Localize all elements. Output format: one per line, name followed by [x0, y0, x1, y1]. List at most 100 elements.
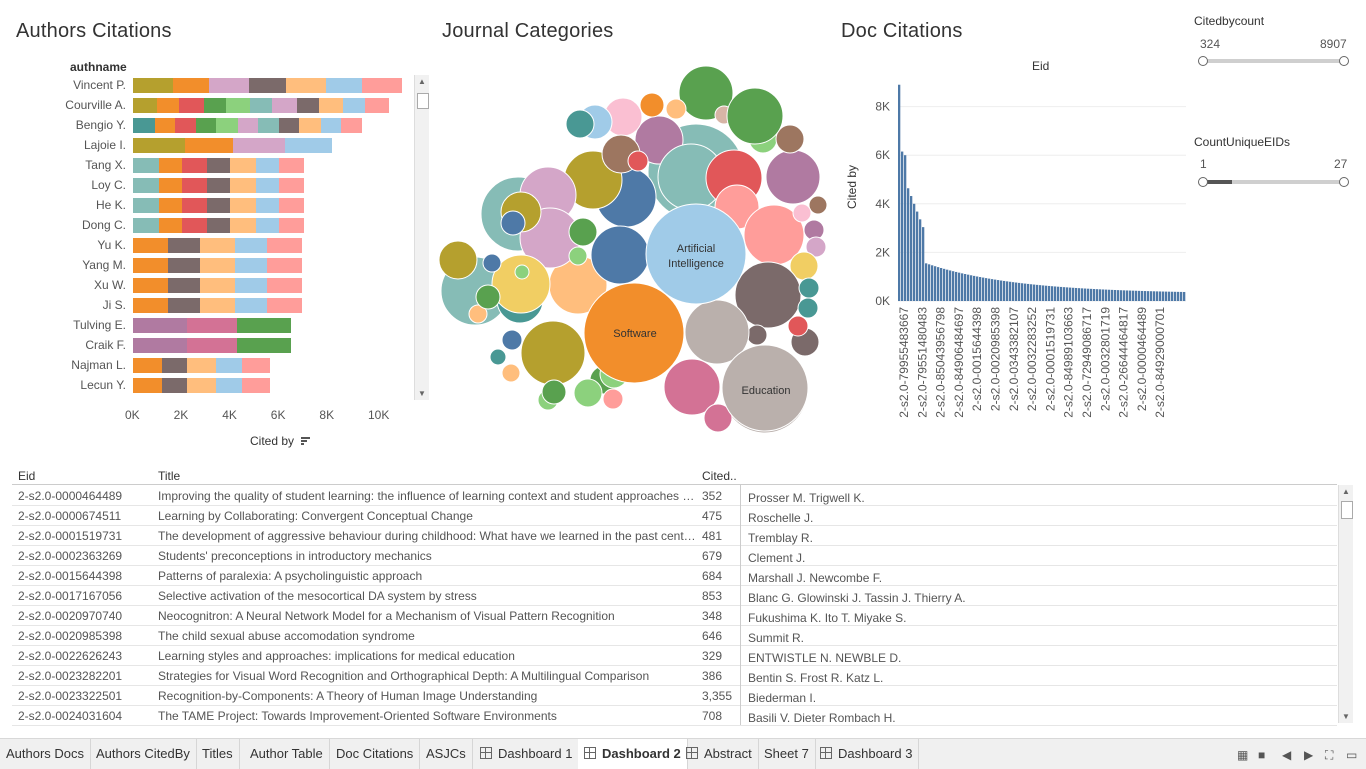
author-bar-segment[interactable] — [174, 118, 197, 133]
doc-bar[interactable] — [1123, 290, 1126, 301]
category-bubble[interactable] — [798, 277, 820, 299]
author-bar-segment[interactable] — [230, 218, 256, 233]
author-bar-segment[interactable] — [241, 378, 271, 393]
doc-bar[interactable] — [1171, 291, 1174, 301]
author-bar-segment[interactable] — [179, 98, 204, 113]
doc-bar[interactable] — [1051, 286, 1054, 301]
author-bar-segment[interactable] — [133, 338, 188, 353]
doc-bar[interactable] — [961, 273, 964, 301]
category-bubble[interactable] — [568, 246, 588, 266]
author-bar-segment[interactable] — [181, 178, 208, 193]
doc-bar[interactable] — [952, 271, 955, 301]
category-bubble[interactable] — [726, 87, 784, 145]
author-bar-segment[interactable] — [133, 378, 162, 393]
sheet-tab[interactable]: Sheet 7 — [758, 739, 816, 769]
doc-bar[interactable] — [949, 270, 952, 301]
doc-bar[interactable] — [1183, 291, 1186, 301]
author-bar-segment[interactable] — [278, 198, 305, 213]
doc-bar[interactable] — [913, 203, 916, 301]
table-scroll-thumb[interactable] — [1341, 501, 1353, 519]
category-bubble[interactable] — [590, 225, 650, 285]
doc-bar[interactable] — [1069, 287, 1072, 301]
category-bubble-artificial-intelligence[interactable] — [645, 203, 747, 305]
sheet-tab[interactable]: Titles — [196, 739, 240, 769]
doc-bar[interactable] — [1018, 282, 1021, 301]
author-label[interactable]: Tang X. — [85, 158, 126, 172]
sheet-tab[interactable]: Author Table — [244, 739, 330, 769]
category-bubble[interactable] — [514, 264, 530, 280]
category-bubble[interactable] — [639, 92, 665, 118]
citedby-min-handle[interactable] — [1198, 56, 1208, 66]
filmstrip-view-icon[interactable]: ■ — [1258, 748, 1266, 762]
category-bubble[interactable] — [520, 320, 586, 386]
author-bar-segment[interactable] — [200, 258, 236, 273]
category-bubble[interactable] — [500, 210, 526, 236]
doc-bar[interactable] — [988, 278, 991, 301]
prev-sheet-icon[interactable]: ◀ — [1282, 748, 1292, 762]
doc-bar[interactable] — [1021, 283, 1024, 301]
doc-bar[interactable] — [910, 196, 913, 301]
author-bar-segment[interactable] — [187, 338, 237, 353]
col-header-eid[interactable]: Eid — [18, 469, 36, 483]
doc-bar[interactable] — [1033, 284, 1036, 301]
doc-bar[interactable] — [1168, 291, 1171, 301]
sheet-tab[interactable]: ASJCs — [420, 739, 473, 769]
author-bar-segment[interactable] — [133, 118, 155, 133]
doc-bar[interactable] — [1135, 290, 1138, 301]
doc-bar[interactable] — [1057, 286, 1060, 301]
author-bar-segment[interactable] — [207, 158, 231, 173]
author-bar-segment[interactable] — [158, 178, 182, 193]
author-bar-segment[interactable] — [267, 298, 303, 313]
author-bar-segment[interactable] — [285, 78, 326, 93]
author-bar-segment[interactable] — [185, 138, 233, 153]
citedby-max-handle[interactable] — [1339, 56, 1349, 66]
author-bar-segment[interactable] — [296, 98, 319, 113]
table-row[interactable]: 2-s2.0-0017167056 Selective activation of… — [12, 585, 1337, 606]
author-bar-segment[interactable] — [249, 78, 286, 93]
table-row[interactable]: 2-s2.0-0020985398 The child sexual abuse … — [12, 625, 1337, 646]
author-bar-segment[interactable] — [133, 298, 169, 313]
doc-bar[interactable] — [1003, 280, 1006, 301]
doc-bar[interactable] — [928, 264, 931, 301]
doc-bar[interactable] — [1015, 282, 1018, 301]
author-bar-segment[interactable] — [278, 158, 305, 173]
author-bar-segment[interactable] — [187, 378, 216, 393]
doc-bar[interactable] — [1096, 289, 1099, 301]
author-bar-segment[interactable] — [181, 158, 208, 173]
category-bubble-education[interactable] — [721, 344, 809, 432]
author-bar-segment[interactable] — [154, 118, 175, 133]
category-bubble[interactable] — [765, 149, 821, 205]
author-bar-segment[interactable] — [133, 98, 158, 113]
author-bar-segment[interactable] — [157, 98, 180, 113]
doc-bar[interactable] — [934, 266, 937, 301]
author-bar-segment[interactable] — [168, 258, 201, 273]
doc-bar[interactable] — [979, 277, 982, 301]
author-bar-segment[interactable] — [267, 278, 303, 293]
doc-bar[interactable] — [985, 278, 988, 301]
table-scrollbar[interactable]: ▲ ▼ — [1338, 485, 1353, 723]
doc-bar[interactable] — [1117, 290, 1120, 301]
category-bubble-software[interactable] — [583, 282, 685, 384]
category-bubble[interactable] — [797, 297, 819, 319]
author-bar-segment[interactable] — [161, 378, 188, 393]
unique-min-handle[interactable] — [1198, 177, 1208, 187]
category-bubble[interactable] — [663, 358, 721, 416]
sheet-tab[interactable]: Dashboard 2 — [578, 739, 688, 769]
author-bar-segment[interactable] — [158, 218, 182, 233]
sort-icon[interactable] — [301, 437, 311, 445]
author-bar-segment[interactable] — [133, 258, 169, 273]
category-bubble[interactable] — [438, 240, 478, 280]
doc-bar[interactable] — [1036, 284, 1039, 301]
category-bubble[interactable] — [678, 65, 734, 121]
doc-bar[interactable] — [940, 267, 943, 301]
doc-bar[interactable] — [937, 267, 940, 301]
next-sheet-icon[interactable]: ▶ — [1304, 748, 1314, 762]
table-row[interactable]: 2-s2.0-0023322501 Recognition-by-Componen… — [12, 685, 1337, 706]
col-header-cited[interactable]: Cited.. — [702, 469, 737, 483]
doc-bar[interactable] — [1048, 285, 1051, 301]
author-bar-segment[interactable] — [364, 98, 390, 113]
author-bar-segment[interactable] — [230, 178, 256, 193]
author-bar-segment[interactable] — [230, 158, 256, 173]
author-bar-segment[interactable] — [250, 98, 273, 113]
author-bar-segment[interactable] — [173, 78, 210, 93]
